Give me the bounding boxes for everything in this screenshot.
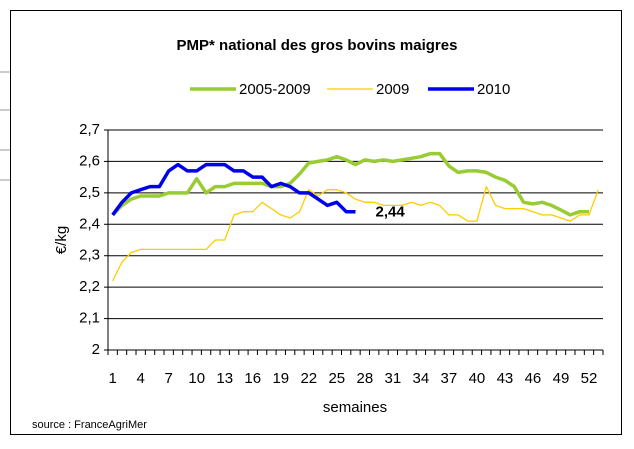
y-tick-label: 2,4 bbox=[79, 215, 100, 232]
series-line bbox=[111, 151, 589, 217]
y-tick-label: 2,6 bbox=[79, 152, 100, 169]
x-tick-label: 52 bbox=[581, 370, 598, 387]
x-tick-label: 46 bbox=[525, 370, 542, 387]
x-tick-label: 1 bbox=[108, 370, 116, 387]
x-tick-label: 43 bbox=[497, 370, 514, 387]
series-line bbox=[111, 162, 356, 216]
x-tick-label: 13 bbox=[216, 370, 233, 387]
y-tick-label: 2,7 bbox=[79, 121, 100, 138]
x-tick-label: 25 bbox=[328, 370, 345, 387]
x-axis-label: semaines bbox=[323, 399, 387, 416]
legend-label: 2010 bbox=[477, 81, 510, 98]
chart-frame bbox=[10, 10, 622, 435]
x-tick-label: 10 bbox=[188, 370, 205, 387]
x-tick-label: 31 bbox=[385, 370, 402, 387]
y-axis-label: €/kg bbox=[53, 226, 70, 254]
y-tick-label: 2,5 bbox=[79, 184, 100, 201]
y-tick-label: 2,2 bbox=[79, 278, 100, 295]
y-tick-label: 2 bbox=[92, 341, 100, 358]
legend-label: 2005-2009 bbox=[239, 81, 311, 98]
x-tick-label: 28 bbox=[356, 370, 373, 387]
series-line bbox=[112, 185, 599, 282]
y-tick-label: 2,3 bbox=[79, 247, 100, 264]
x-tick-label: 49 bbox=[553, 370, 570, 387]
x-tick-label: 4 bbox=[137, 370, 145, 387]
chart-title: PMP* national des gros bovins maigres bbox=[177, 37, 458, 54]
x-tick-label: 19 bbox=[272, 370, 289, 387]
x-tick-label: 22 bbox=[300, 370, 317, 387]
legend-label: 2009 bbox=[376, 81, 409, 98]
x-tick-label: 40 bbox=[469, 370, 486, 387]
x-tick-label: 7 bbox=[165, 370, 173, 387]
x-tick-label: 16 bbox=[244, 370, 261, 387]
x-tick-label: 37 bbox=[441, 370, 458, 387]
y-tick-label: 2,1 bbox=[79, 310, 100, 327]
x-tick-label: 34 bbox=[413, 370, 430, 387]
source-note: source : FranceAgriMer bbox=[32, 419, 147, 431]
annotation: 2,44 bbox=[376, 204, 406, 221]
